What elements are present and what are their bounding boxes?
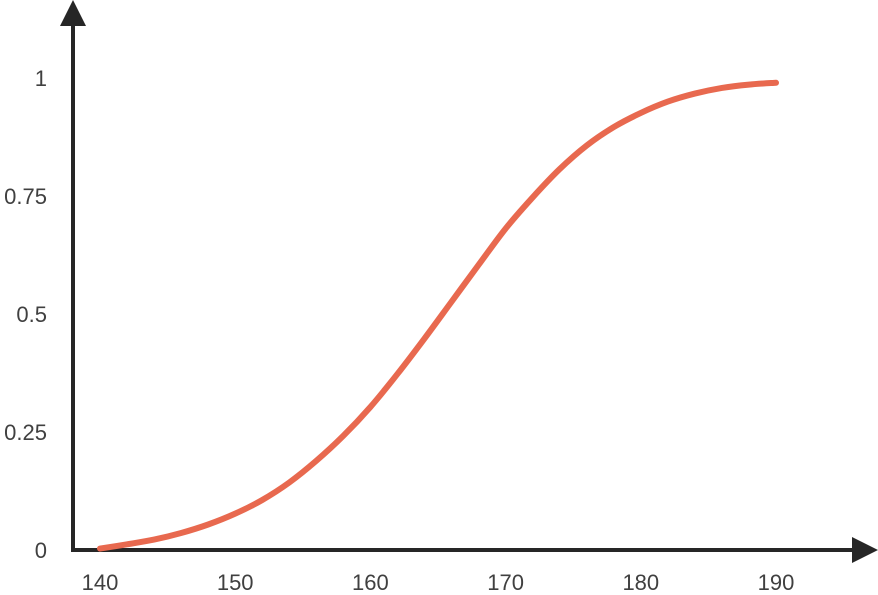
x-tick-label: 190 bbox=[758, 570, 795, 595]
y-axis-arrow-icon bbox=[60, 0, 86, 26]
y-tick-label: 0.75 bbox=[4, 184, 47, 209]
x-axis bbox=[71, 537, 878, 563]
y-tick-label: 0.5 bbox=[16, 302, 47, 327]
x-tick-label: 170 bbox=[487, 570, 524, 595]
x-tick-label: 160 bbox=[352, 570, 389, 595]
y-axis bbox=[60, 0, 86, 551]
plot-area bbox=[97, 79, 779, 552]
y-tick-labels: 0 0.25 0.5 0.75 1 bbox=[4, 66, 47, 563]
x-tick-label: 150 bbox=[217, 570, 254, 595]
y-tick-label: 0.25 bbox=[4, 420, 47, 445]
x-tick-labels: 140 150 160 170 180 190 bbox=[82, 570, 795, 595]
x-tick-label: 140 bbox=[82, 570, 119, 595]
y-tick-label: 1 bbox=[35, 66, 47, 91]
x-axis-arrow-icon bbox=[852, 537, 878, 563]
x-tick-label: 180 bbox=[622, 570, 659, 595]
y-tick-label: 0 bbox=[35, 538, 47, 563]
series-line bbox=[97, 79, 779, 552]
